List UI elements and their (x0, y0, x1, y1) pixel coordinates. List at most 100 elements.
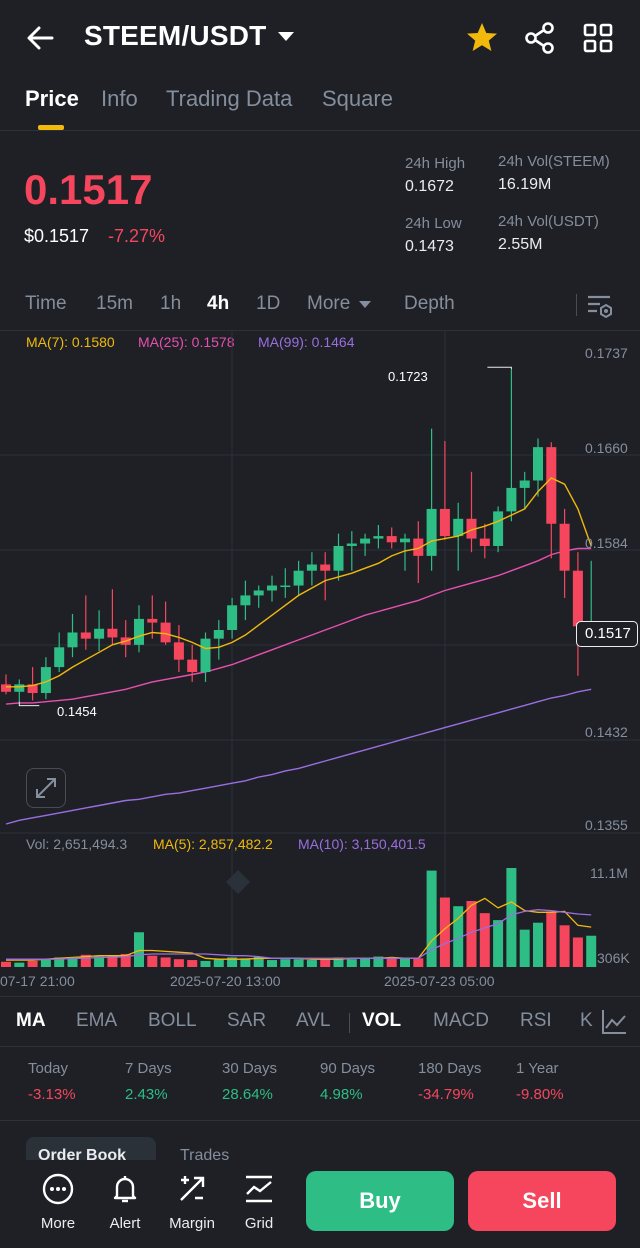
interval-15m[interactable]: 15m (96, 293, 133, 314)
volume-bar (493, 920, 504, 967)
volume-bar (120, 953, 131, 967)
candle-body (453, 518, 464, 537)
perf-label: 1 Year (516, 1060, 559, 1077)
tab-info[interactable]: Info (101, 86, 138, 111)
volume-bar (360, 958, 371, 967)
candle-body (506, 487, 517, 512)
grid-button[interactable]: Grid (229, 1172, 289, 1232)
margin-button[interactable]: Margin (162, 1172, 222, 1232)
vol-base-label: 24h Vol(STEEM) (498, 153, 610, 170)
volume-bar (373, 956, 384, 967)
volume-bar (213, 959, 224, 967)
interval-time[interactable]: Time (25, 293, 67, 314)
volume-bar (346, 959, 357, 967)
divider (0, 1046, 640, 1047)
volume-bar (187, 960, 198, 967)
buy-button[interactable]: Buy (306, 1171, 454, 1231)
last-price-axis-label: 0.1517 (585, 625, 631, 642)
volume-bar (94, 956, 105, 967)
star-icon[interactable] (464, 20, 500, 56)
usd-price: $0.1517 (24, 226, 90, 246)
expand-icon (36, 778, 56, 798)
interval-1h[interactable]: 1h (160, 293, 182, 314)
volume-bar (54, 957, 65, 967)
price-axis-label: 0.1737 (585, 345, 628, 361)
candle-body (519, 480, 530, 488)
candle-body (147, 618, 158, 623)
candle-body (533, 447, 543, 481)
candle-body (160, 622, 171, 643)
volume-bar (426, 870, 437, 967)
volume-bar (400, 958, 410, 967)
indicator-ema[interactable]: EMA (76, 1010, 118, 1031)
ma7-line (6, 477, 592, 688)
more-button[interactable]: More (28, 1172, 88, 1232)
indicator-boll[interactable]: BOLL (148, 1010, 197, 1031)
share-icon[interactable] (522, 20, 558, 56)
candle-body (134, 618, 144, 645)
tab-square[interactable]: Square (322, 86, 393, 111)
indicator-ma[interactable]: MA (16, 1010, 46, 1031)
volume-bar (320, 958, 331, 967)
vol-ma10-line (6, 909, 592, 960)
tab-trading-data[interactable]: Trading Data (166, 86, 293, 111)
price-axis-label: 0.1660 (585, 440, 628, 456)
perf-label: 7 Days (125, 1060, 172, 1077)
more-dots-icon (42, 1173, 74, 1205)
interval-4h[interactable]: 4h (207, 293, 230, 314)
back-arrow-icon[interactable] (22, 20, 62, 56)
indicator-settings-icon[interactable] (598, 1006, 632, 1038)
candle-body (306, 564, 317, 571)
indicator-avl[interactable]: AVL (296, 1010, 331, 1031)
price-chart[interactable] (0, 330, 640, 970)
margin-label: Margin (169, 1215, 215, 1232)
volume-bar (386, 957, 397, 967)
volume-bar (333, 957, 344, 967)
chevron-down-icon[interactable] (278, 32, 294, 41)
candle-body (267, 585, 277, 591)
candle-body (187, 659, 198, 673)
chart-settings-icon[interactable] (586, 292, 614, 320)
alert-button[interactable]: Alert (95, 1172, 155, 1232)
time-axis-label: 2025-07-23 05:00 (384, 973, 495, 989)
watermark-logo (226, 870, 250, 894)
indicator-vol[interactable]: VOL (362, 1010, 402, 1031)
divider (0, 996, 640, 997)
candle-body (466, 518, 477, 539)
candle-body (280, 585, 291, 588)
volume-bar (147, 955, 158, 967)
volume-bar (267, 960, 277, 967)
sell-button[interactable]: Sell (468, 1171, 616, 1231)
indicator-rsi[interactable]: RSI (520, 1010, 552, 1031)
price-axis-label: 0.1355 (585, 817, 628, 833)
perf-label: Today (28, 1060, 69, 1077)
time-axis-label: 2025-07-20 13:00 (170, 973, 281, 989)
tab-trades[interactable]: Trades (180, 1147, 230, 1164)
candle-body (439, 508, 450, 537)
caret-down-icon[interactable] (359, 301, 371, 308)
tab-price[interactable]: Price (25, 86, 79, 111)
more-label: More (40, 1215, 76, 1232)
price-change: -7.27% (108, 226, 166, 246)
grid-label: Grid (244, 1215, 274, 1232)
perf-value: 4.98% (320, 1086, 363, 1103)
indicator-kd[interactable]: KD (580, 1010, 594, 1031)
indicator-macd[interactable]: MACD (433, 1010, 489, 1031)
volume-bar (586, 935, 597, 967)
candle-body (14, 684, 25, 692)
vol-ma10-legend: MA(10): 3,150,401.5 (298, 836, 426, 852)
interval-1d[interactable]: 1D (256, 293, 281, 314)
alert-label: Alert (109, 1215, 141, 1232)
grid-menu-icon[interactable] (580, 20, 616, 56)
indicator-sar[interactable]: SAR (227, 1010, 267, 1031)
interval-more[interactable]: More (307, 293, 351, 314)
high-annotation: 0.1723 (388, 369, 428, 384)
volume-bar (27, 960, 38, 967)
divider (0, 330, 640, 331)
pair-title[interactable]: STEEM/USDT (84, 20, 267, 51)
volume-bar (413, 958, 424, 967)
candle-body (240, 595, 251, 606)
fullscreen-button[interactable] (26, 768, 66, 808)
depth-tab[interactable]: Depth (404, 293, 455, 314)
vol-axis-label: 11.1M (590, 865, 628, 881)
